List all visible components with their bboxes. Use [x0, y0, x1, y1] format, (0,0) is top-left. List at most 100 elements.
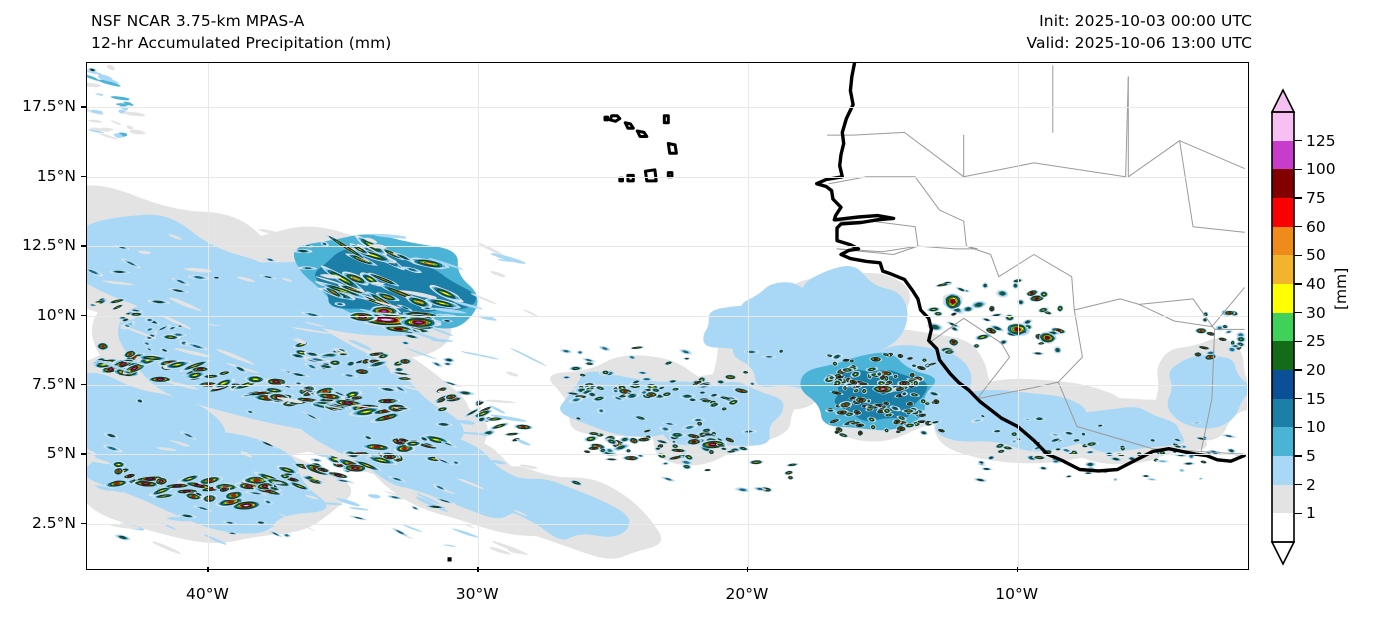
- precip-contour-level-6: [674, 446, 676, 447]
- precip-contour-level-4: [398, 369, 401, 370]
- precip-cell: [584, 436, 598, 442]
- precip-cell: [637, 437, 652, 441]
- precip-contour-level-5: [686, 358, 688, 359]
- map-axes: [86, 62, 1249, 570]
- precip-contour-level-5: [707, 434, 711, 435]
- forecast-time-block: Init: 2025-10-03 00:00 UTC Valid: 2025-1…: [1026, 12, 1252, 52]
- precip-cell: [115, 534, 131, 540]
- precip-contour-level-7: [711, 452, 712, 453]
- precip-contour-level-6: [888, 415, 890, 416]
- precip-contour-level-6: [834, 363, 836, 364]
- precip-cell: [569, 366, 583, 371]
- precip-contour-level-6: [580, 387, 582, 388]
- precip-cell: [599, 346, 610, 351]
- precip-contour-level-6: [924, 360, 925, 361]
- precip-contour-level-6: [675, 389, 677, 390]
- precip-cell: [443, 358, 456, 363]
- precip-contour-level-3: [297, 383, 300, 384]
- precip-cell: [785, 463, 799, 467]
- precip-contour-level-8: [101, 346, 104, 348]
- precip-contour-level-6: [846, 369, 850, 370]
- precip-contour-level-8: [909, 404, 911, 405]
- precip-wave-streak: [443, 545, 456, 547]
- precip-contour-level-8: [404, 361, 407, 362]
- precip-contour-level-10: [160, 480, 163, 482]
- precip-contour-level-5: [705, 430, 708, 431]
- precip-contour-level-5: [602, 450, 604, 451]
- precip-wave-streak: [491, 271, 506, 277]
- precip-contour-level-3: [425, 308, 429, 309]
- precip-contour-level-8: [697, 382, 699, 383]
- precip-cell: [679, 349, 692, 355]
- precip-contour-level-6: [705, 401, 709, 402]
- precip-cell: [432, 361, 443, 367]
- precip-cell: [605, 438, 618, 445]
- precip-contour-level-4: [903, 393, 905, 394]
- precip-contour-level-8: [586, 451, 588, 452]
- precip-contour-level-10: [381, 310, 387, 312]
- precip-wave-streak: [510, 348, 547, 366]
- precip-contour-level-6: [869, 409, 871, 410]
- precip-contour-level-9: [845, 360, 847, 361]
- precip-contour-level-11: [243, 505, 249, 507]
- precip-contour-level-4: [723, 448, 726, 449]
- precip-cell: [490, 423, 509, 430]
- precip-contour-level-7: [720, 445, 722, 446]
- precip-contour-level-9: [896, 421, 898, 422]
- precip-contour-level-4: [671, 381, 674, 382]
- precip-cell: [920, 430, 928, 435]
- precip-contour-level-8: [921, 415, 923, 416]
- precip-cell: [662, 462, 670, 465]
- precip-contour-level-6: [117, 464, 120, 466]
- precip-contour-level-9: [837, 432, 838, 433]
- precip-contour-level-9: [692, 441, 695, 442]
- precip-cell: [661, 476, 675, 481]
- precip-contour-level-8: [660, 446, 662, 447]
- precip-contour-level-8: [254, 479, 261, 481]
- precip-contour-level-3: [579, 352, 581, 353]
- precip-contour-level-6: [886, 410, 888, 411]
- model-name-line: NSF NCAR 3.75-km MPAS-A: [91, 12, 391, 30]
- precip-contour-level-4: [830, 377, 832, 378]
- precip-cell: [514, 424, 533, 429]
- precip-contour-level-6: [397, 363, 400, 364]
- precip-contour-level-8: [650, 394, 653, 395]
- precip-contour-level-6: [621, 387, 624, 389]
- precip-wave-streak: [493, 541, 528, 555]
- precip-contour-level-6: [848, 414, 851, 415]
- precip-contour-level-8: [642, 439, 645, 440]
- precip-cell: [630, 346, 644, 349]
- model-title-block: NSF NCAR 3.75-km MPAS-A 12-hr Accumulate…: [91, 12, 391, 52]
- precip-contour-level-5: [610, 459, 614, 460]
- precip-wave-streak: [349, 507, 369, 510]
- precip-contour-level-5: [578, 418, 580, 419]
- precip-cell: [784, 471, 794, 475]
- precip-contour-level-10: [247, 485, 252, 486]
- precip-contour-level-6: [300, 352, 304, 354]
- precip-contour-level-5: [675, 434, 679, 435]
- precip-wave-streak: [402, 525, 423, 533]
- precip-contour-level-7: [699, 423, 700, 424]
- precip-contour-level-8: [844, 404, 847, 405]
- precip-contour-level-3: [673, 441, 675, 442]
- precip-contour-level-8: [857, 386, 858, 387]
- precip-contour-level-5: [628, 450, 630, 451]
- precip-contour-level-6: [253, 378, 258, 380]
- precip-contour-level-6: [915, 423, 917, 425]
- precip-contour-level-6: [851, 361, 852, 362]
- precip-wave-streak: [368, 494, 380, 498]
- precip-contour-level-10: [184, 491, 189, 492]
- precip-contour-level-10: [263, 486, 267, 488]
- precip-cell: [749, 460, 764, 465]
- precip-contour-level-8: [402, 447, 407, 449]
- precip-contour-level-6: [863, 390, 865, 391]
- precip-contour-level-9: [838, 377, 840, 378]
- precip-cell: [619, 436, 631, 442]
- precip-contour-level-7: [755, 462, 758, 463]
- precip-contour-level-3: [615, 390, 617, 392]
- precip-wave-streak: [490, 405, 506, 413]
- precip-contour-level-10: [223, 489, 225, 490]
- precip-contour-level-6: [886, 430, 887, 431]
- precip-contour-level-6: [283, 475, 286, 476]
